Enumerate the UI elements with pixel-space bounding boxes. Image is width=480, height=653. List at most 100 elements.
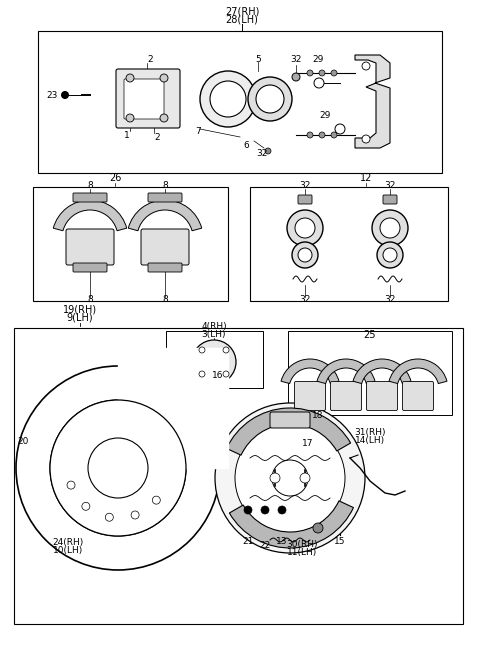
FancyBboxPatch shape [116,69,180,128]
Wedge shape [317,359,375,383]
Text: 4(RH): 4(RH) [201,321,227,330]
FancyBboxPatch shape [383,195,397,204]
Circle shape [192,340,236,384]
FancyBboxPatch shape [66,229,114,265]
Circle shape [307,70,313,76]
Circle shape [50,400,186,536]
Text: 8: 8 [87,296,93,304]
Text: 26: 26 [109,173,121,183]
Circle shape [67,481,75,489]
Wedge shape [227,408,350,455]
FancyBboxPatch shape [295,381,325,411]
Text: 7: 7 [195,127,201,136]
Circle shape [16,366,220,570]
Text: 3(LH): 3(LH) [202,330,226,338]
Bar [38,31,442,173]
Circle shape [214,391,222,399]
Text: 32: 32 [290,54,302,63]
Bar [166,331,263,388]
Text: 32: 32 [256,150,268,159]
Bar [288,331,452,415]
Wedge shape [353,359,411,383]
Text: 27(RH): 27(RH) [225,6,259,16]
Wedge shape [128,200,202,231]
Text: 22: 22 [259,541,271,550]
Text: 21: 21 [242,537,254,545]
FancyBboxPatch shape [73,263,107,272]
Circle shape [313,523,323,533]
Wedge shape [389,359,447,383]
Text: 9(LH): 9(LH) [67,313,93,323]
Circle shape [160,114,168,122]
Text: 11(LH): 11(LH) [287,549,317,558]
Text: 13: 13 [276,537,288,545]
Circle shape [88,438,148,498]
Circle shape [88,438,148,498]
Circle shape [335,124,345,134]
Circle shape [319,70,325,76]
Circle shape [215,408,221,414]
Circle shape [223,371,229,377]
Bar [14,328,463,624]
FancyBboxPatch shape [148,193,182,202]
Circle shape [265,148,271,154]
Circle shape [287,210,323,246]
Polygon shape [355,55,390,148]
Circle shape [261,506,269,514]
Circle shape [61,91,69,99]
FancyBboxPatch shape [124,79,164,119]
Wedge shape [229,501,353,548]
Text: 28(LH): 28(LH) [226,15,258,25]
FancyBboxPatch shape [148,263,182,272]
FancyBboxPatch shape [141,229,189,265]
Wedge shape [53,200,127,231]
Text: 2: 2 [154,133,160,142]
Polygon shape [118,348,228,468]
Circle shape [235,423,345,533]
Circle shape [372,210,408,246]
Text: 30(RH): 30(RH) [286,541,318,550]
Circle shape [307,132,313,138]
Text: 32: 32 [384,296,396,304]
Circle shape [298,248,312,262]
Circle shape [126,74,134,82]
Circle shape [295,218,315,238]
Circle shape [223,347,229,353]
Circle shape [215,403,365,553]
Text: 20: 20 [17,436,29,445]
Text: 18: 18 [312,411,324,419]
Circle shape [362,62,370,70]
Text: 12: 12 [360,173,372,183]
Circle shape [160,74,168,82]
Text: 2: 2 [147,56,153,65]
Circle shape [210,81,246,117]
FancyBboxPatch shape [403,381,433,411]
Circle shape [244,506,252,514]
Wedge shape [281,359,339,383]
Text: 19(RH): 19(RH) [63,304,97,314]
Circle shape [202,350,226,374]
Circle shape [270,473,280,483]
Circle shape [380,218,400,238]
Bar [33,187,228,301]
Circle shape [105,513,113,521]
Text: 31(RH): 31(RH) [354,428,386,438]
Circle shape [362,135,370,143]
Text: 5: 5 [255,54,261,63]
FancyBboxPatch shape [331,381,361,411]
Text: 8: 8 [87,182,93,191]
Text: 23: 23 [47,91,58,99]
Text: 16: 16 [212,370,224,379]
Circle shape [82,502,90,510]
Text: 6: 6 [243,140,249,150]
Circle shape [292,73,300,81]
Circle shape [377,242,403,268]
Circle shape [383,248,397,262]
Circle shape [256,85,284,113]
Text: 24(RH): 24(RH) [52,539,84,547]
Text: 8: 8 [162,296,168,304]
Circle shape [300,473,310,483]
Text: 14(LH): 14(LH) [355,436,385,445]
Circle shape [278,506,286,514]
Circle shape [131,511,139,519]
